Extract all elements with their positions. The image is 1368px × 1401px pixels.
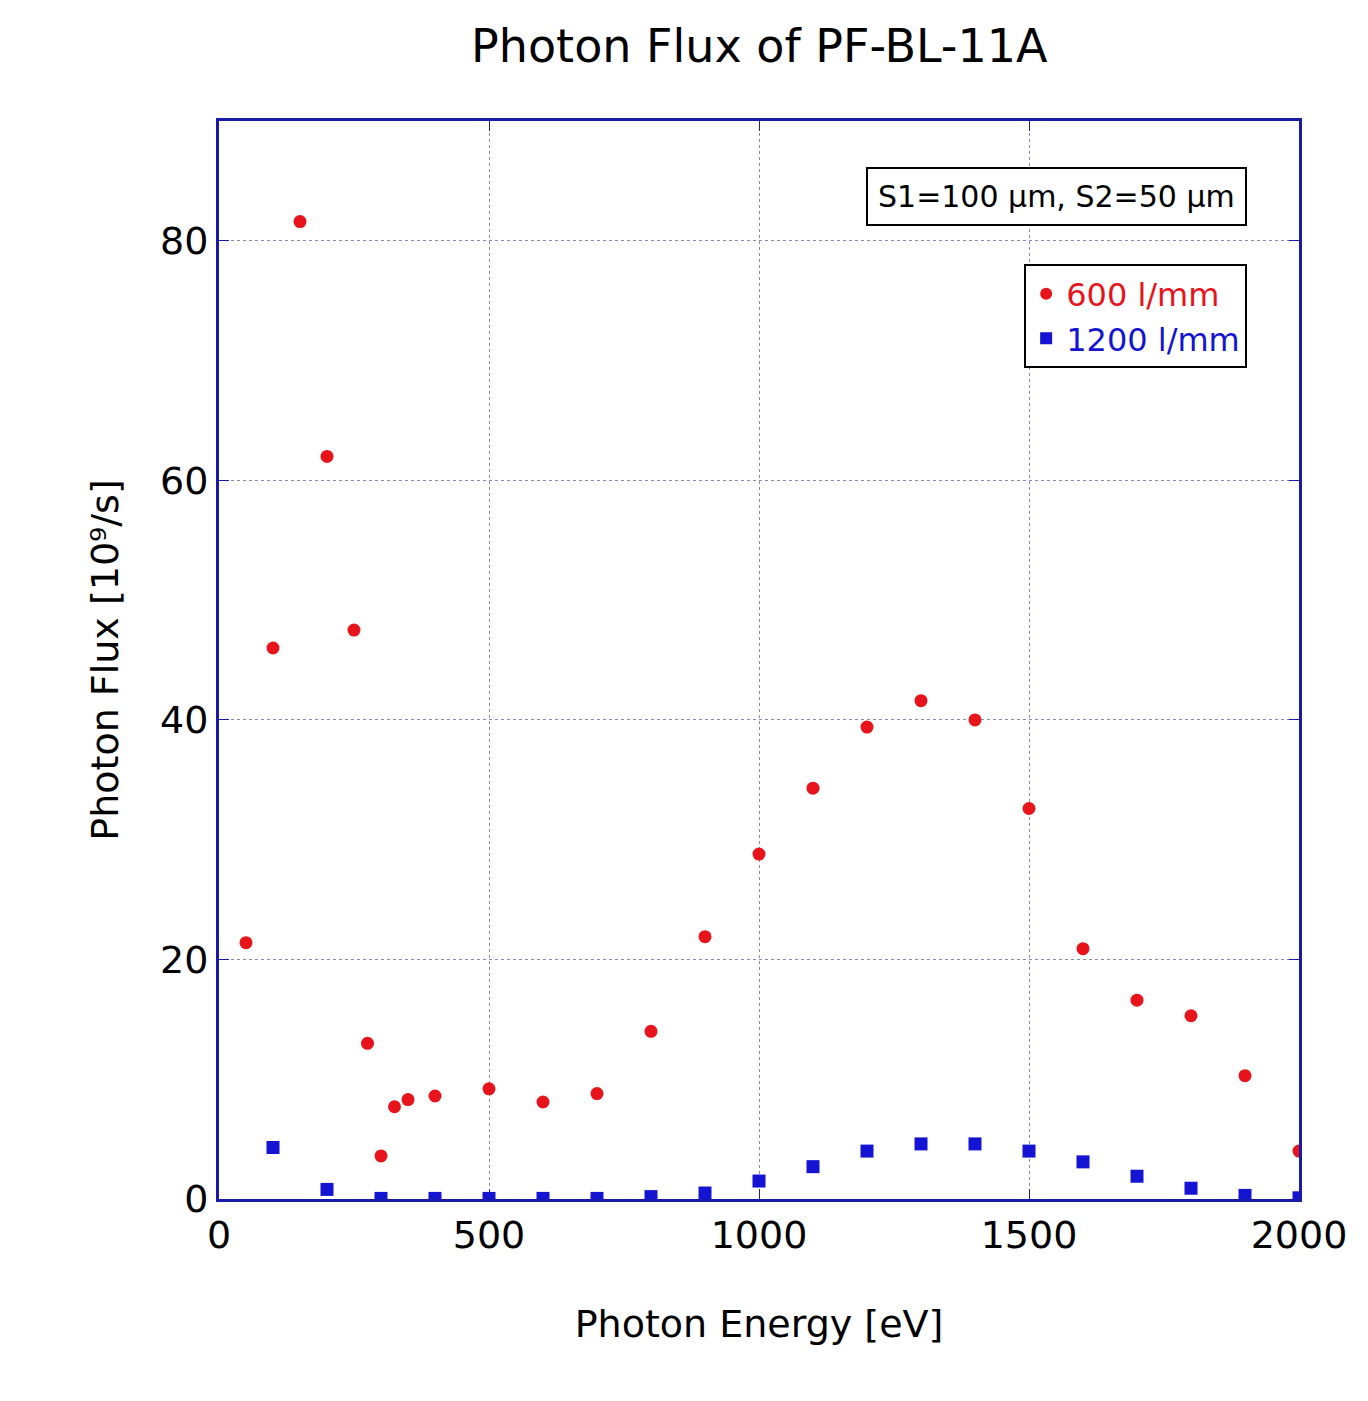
svg-text:0: 0 [207,1213,231,1257]
svg-text:1500: 1500 [981,1213,1078,1257]
svg-text:Photon Flux [10⁹/s]: Photon Flux [10⁹/s] [83,479,127,840]
svg-text:Photon Energy [eV]: Photon Energy [eV] [575,1302,944,1346]
svg-text:20: 20 [160,938,208,982]
svg-text:1000: 1000 [711,1213,808,1257]
svg-text:2000: 2000 [1251,1213,1348,1257]
svg-text:40: 40 [160,698,208,742]
svg-text:60: 60 [160,459,208,503]
svg-text:Photon Flux of PF-BL-11A: Photon Flux of PF-BL-11A [471,19,1048,73]
svg-text:500: 500 [453,1213,526,1257]
svg-text:1200 l/mm: 1200 l/mm [1066,321,1240,359]
svg-text:80: 80 [160,219,208,263]
svg-text:600 l/mm: 600 l/mm [1066,276,1219,314]
svg-text:0: 0 [184,1177,208,1221]
svg-text:S1=100 μm, S2=50 μm: S1=100 μm, S2=50 μm [878,179,1235,214]
